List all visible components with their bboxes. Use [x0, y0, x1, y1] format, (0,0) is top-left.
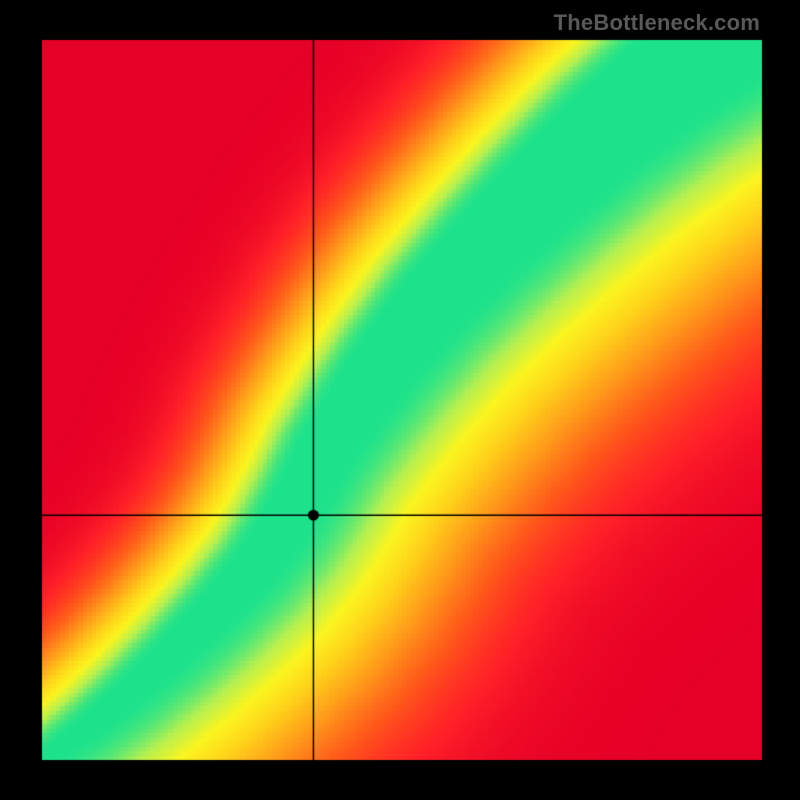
bottleneck-heatmap	[0, 0, 800, 800]
watermark-text: TheBottleneck.com	[554, 10, 760, 36]
chart-container: TheBottleneck.com	[0, 0, 800, 800]
